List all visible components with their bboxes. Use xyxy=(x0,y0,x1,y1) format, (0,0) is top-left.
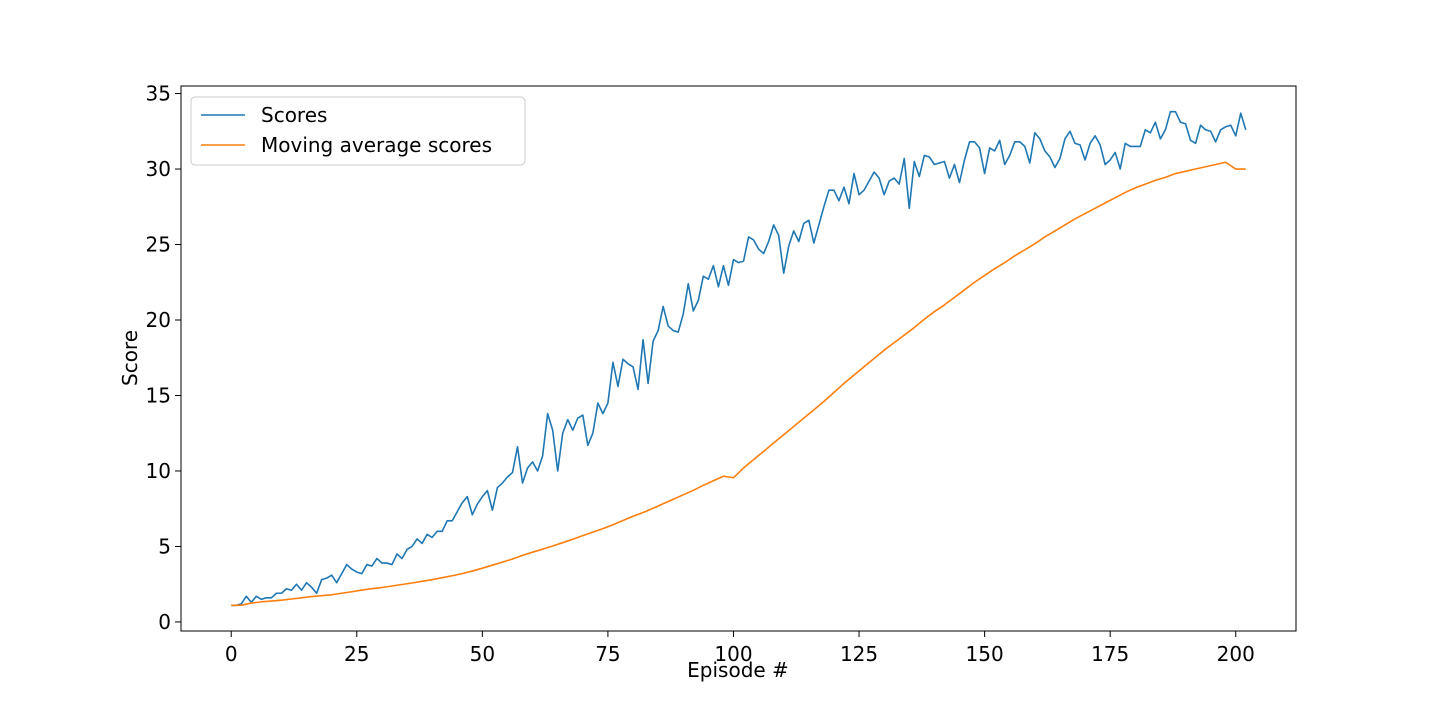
x-tick-label: 50 xyxy=(470,642,495,666)
series-line-moving-average xyxy=(231,161,1246,607)
y-tick-label: 35 xyxy=(146,82,171,106)
y-tick-label: 15 xyxy=(146,383,171,407)
x-tick-label: 100 xyxy=(714,642,752,666)
y-axis-label: Score xyxy=(118,330,142,386)
y-tick-label: 5 xyxy=(158,534,171,558)
x-tick-label: 125 xyxy=(840,642,878,666)
series-line-scores xyxy=(231,110,1247,607)
y-tick-label: 25 xyxy=(146,233,171,257)
x-tick-label: 25 xyxy=(344,642,369,666)
x-tick-label: 0 xyxy=(225,642,238,666)
y-tick-label: 0 xyxy=(158,610,171,634)
axes-frame xyxy=(180,85,1297,632)
y-axis: 0 5 10 15 20 25 30 35 xyxy=(146,82,181,634)
x-axis-label: Episode # xyxy=(687,658,789,682)
x-tick-label: 150 xyxy=(966,642,1004,666)
x-tick-label: 175 xyxy=(1091,642,1129,666)
series-layer xyxy=(231,110,1247,607)
y-tick-label: 20 xyxy=(146,308,171,332)
x-tick-label: 75 xyxy=(595,642,620,666)
y-tick-label: 10 xyxy=(146,459,171,483)
y-tick-label: 30 xyxy=(146,157,171,181)
legend-label-moving-average: Moving average scores xyxy=(261,133,492,157)
legend-label-scores: Scores xyxy=(261,103,327,127)
x-axis: 0 25 50 75 100 125 150 175 200 xyxy=(225,631,1255,666)
x-tick-label: 200 xyxy=(1217,642,1255,666)
legend-box xyxy=(190,96,526,166)
legend: Scores Moving average scores xyxy=(190,96,526,166)
